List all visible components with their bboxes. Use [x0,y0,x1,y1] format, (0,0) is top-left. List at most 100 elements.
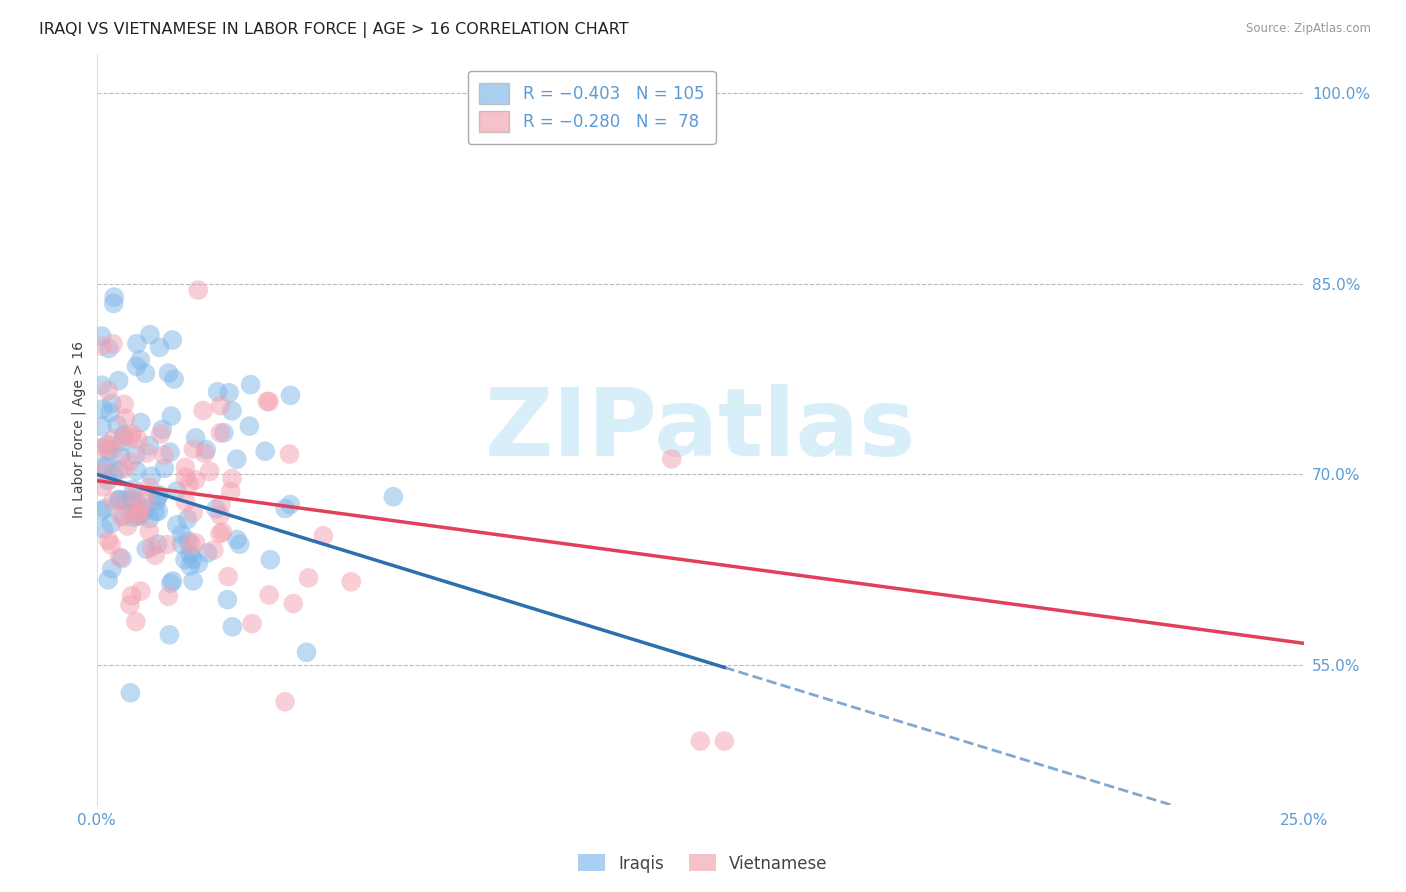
Text: IRAQI VS VIETNAMESE IN LABOR FORCE | AGE > 16 CORRELATION CHART: IRAQI VS VIETNAMESE IN LABOR FORCE | AGE… [39,22,628,38]
Point [108,492,131,507]
Point [195,442,218,457]
Point [134,501,156,516]
Point [212,425,235,440]
Point [257,394,280,409]
Point [143,549,166,563]
Point [148,504,170,518]
Point [93,464,115,478]
Point [127,505,149,519]
Point [98,406,121,420]
Point [90,378,112,392]
Point [197,546,219,560]
Point [100,562,122,576]
Point [217,592,239,607]
Point [108,463,131,477]
Point [174,495,197,509]
Point [135,542,157,557]
Point [114,411,136,425]
Point [93,501,115,516]
Point [202,543,225,558]
Point [100,516,122,531]
Point [93,522,115,536]
Point [120,431,142,445]
Point [111,551,134,566]
Point [198,464,221,478]
Point [148,488,170,502]
Point [176,512,198,526]
Point [211,525,233,540]
Point [181,552,204,566]
Point [221,404,243,418]
Point [94,439,117,453]
Point [209,399,232,413]
Point [145,494,167,508]
Point [239,377,262,392]
Point [177,477,200,491]
Point [225,452,247,467]
Point [179,547,201,561]
Point [191,403,214,417]
Point [108,550,131,565]
Y-axis label: In Labor Force | Age > 16: In Labor Force | Age > 16 [72,342,86,518]
Point [181,574,204,588]
Point [179,558,201,573]
Point [90,419,112,434]
Point [209,508,232,523]
Point [135,446,157,460]
Point [97,533,120,548]
Point [238,419,260,434]
Point [166,517,188,532]
Point [129,508,152,522]
Point [135,494,157,508]
Point [283,597,305,611]
Point [121,492,143,507]
Point [163,372,186,386]
Point [120,686,142,700]
Point [91,401,114,416]
Point [180,536,202,550]
Point [209,425,232,440]
Point [138,524,160,539]
Point [194,446,217,460]
Point [96,459,118,474]
Point [112,427,135,442]
Point [103,290,125,304]
Point [162,574,184,588]
Point [162,333,184,347]
Point [121,589,143,603]
Point [91,480,114,494]
Point [128,505,150,519]
Point [121,427,143,442]
Point [125,502,148,516]
Point [187,557,209,571]
Point [149,427,172,442]
Point [117,519,139,533]
Point [141,541,163,555]
Point [207,384,229,399]
Point [100,396,122,410]
Point [274,695,297,709]
Point [218,385,240,400]
Point [184,536,207,550]
Point [125,336,148,351]
Point [340,574,363,589]
Point [107,417,129,432]
Text: Source: ZipAtlas.com: Source: ZipAtlas.com [1246,22,1371,36]
Point [159,445,181,459]
Point [217,569,239,583]
Point [90,441,112,455]
Point [226,533,249,547]
Point [139,327,162,342]
Point [138,439,160,453]
Point [382,490,405,504]
Point [170,527,193,541]
Point [93,459,115,474]
Point [295,645,318,659]
Point [183,442,205,456]
Point [228,537,250,551]
Point [110,449,132,463]
Point [149,340,172,354]
Point [221,620,243,634]
Point [150,423,173,437]
Point [129,584,152,599]
